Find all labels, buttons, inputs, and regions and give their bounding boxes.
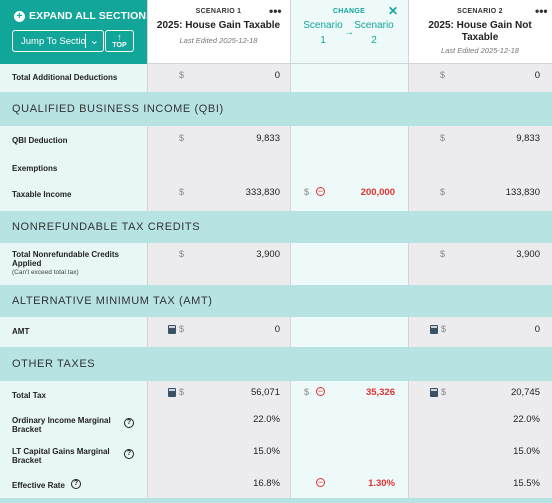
section-amt[interactable]: ALTERNATIVE MINIMUM TAX (AMT) <box>0 285 552 317</box>
change-to: Scenario 2 <box>354 20 394 46</box>
total-additional-deductions-label: Total Additional Deductions <box>12 73 118 82</box>
expand-all-button[interactable]: + EXPAND ALL SECTIONS <box>14 10 153 22</box>
amt-s2: 0 <box>534 324 540 335</box>
currency-symbol: $ <box>179 133 185 143</box>
chevron-down-icon: ⌄ <box>89 35 99 47</box>
currency-symbol: $ <box>179 187 185 197</box>
toolbar-panel <box>0 0 147 64</box>
taxable-income-change: 200,000 <box>360 187 395 198</box>
change-label: CHANGE <box>332 8 366 15</box>
scenario2-name: 2025: House Gain Not <box>428 20 532 31</box>
decrease-icon: − <box>316 386 325 396</box>
bottom-band <box>0 498 552 503</box>
scenario1-more-icon[interactable]: ••• <box>269 4 282 18</box>
qbi-deduction-s2: 9,833 <box>516 133 540 144</box>
taxable-income-s2: 133,830 <box>505 187 540 198</box>
qbi-deduction-label: QBI Deduction <box>12 136 68 145</box>
help-icon[interactable]: ? <box>71 479 81 489</box>
scenario1-header: SCENARIO 1 ••• 2025: House Gain Taxable … <box>147 0 290 64</box>
scenario2-name-line2: Taxable <box>461 32 499 43</box>
divider <box>408 0 409 503</box>
section-other-taxes[interactable]: OTHER TAXES <box>0 347 552 381</box>
scenario2-edited: Last Edited 2025-12-18 <box>441 46 519 55</box>
close-change-icon[interactable]: ✕ <box>388 4 399 18</box>
arrow-right-icon: → <box>344 27 354 38</box>
amt-label: AMT <box>12 327 30 336</box>
effective-rate-change: 1.30% <box>368 478 395 489</box>
currency-symbol: $ <box>179 70 185 80</box>
plus-circle-icon: + <box>14 10 25 22</box>
ltcg-bracket-s2: 15.0% <box>513 446 540 457</box>
scenario2-more-icon[interactable]: ••• <box>535 4 548 18</box>
currency-symbol: $ <box>179 249 185 259</box>
scenario2-header: SCENARIO 2 ••• 2025: House Gain Not Taxa… <box>408 0 552 64</box>
change-header <box>290 0 408 64</box>
taxable-income-label: Taxable Income <box>12 190 72 199</box>
currency-symbol: $ <box>179 387 185 397</box>
calculator-icon[interactable] <box>168 325 176 334</box>
decrease-icon: − <box>316 477 325 487</box>
change-column <box>290 0 408 503</box>
total-nonrefundable-credits-label-line2: Applied <box>12 259 42 268</box>
scenario1-label: SCENARIO 1 <box>195 8 242 15</box>
ltcg-bracket-label: LT Capital Gains Marginal <box>12 447 110 456</box>
change-from: Scenario 1 <box>303 20 343 46</box>
taxable-income-s1: 333,830 <box>245 187 280 198</box>
amt-s1: 0 <box>274 324 280 335</box>
arrow-up-icon: ↑ <box>117 32 122 42</box>
total-additional-deductions-s2: 0 <box>534 70 540 81</box>
scenario1-edited: Last Edited 2025-12-18 <box>179 36 258 45</box>
effective-rate-s2: 15.5% <box>513 478 540 489</box>
section-nonrefundable-credits[interactable]: NONREFUNDABLE TAX CREDITS <box>0 211 552 243</box>
effective-rate-label: Effective Rate <box>12 481 65 490</box>
currency-symbol: $ <box>304 187 310 197</box>
ordinary-bracket-label: Ordinary Income Marginal <box>12 416 111 425</box>
currency-symbol: $ <box>440 187 446 197</box>
scenario1-column <box>147 0 290 503</box>
total-tax-label: Total Tax <box>12 391 46 400</box>
jump-to-section-select[interactable]: Jump To Sectio ⌄ <box>12 30 104 52</box>
scenario1-name: 2025: House Gain Taxable <box>156 20 281 31</box>
calculator-icon[interactable] <box>168 388 176 397</box>
currency-symbol: $ <box>441 324 447 334</box>
ordinary-bracket-s1: 22.0% <box>253 414 280 425</box>
effective-rate-s1: 16.8% <box>253 478 280 489</box>
total-nonrefundable-credits-note: (Can't exceed total tax) <box>12 269 79 276</box>
currency-symbol: $ <box>304 387 310 397</box>
total-nonrefundable-credits-label: Total Nonrefundable Credits <box>12 250 119 259</box>
scroll-top-button[interactable]: ↑ TOP <box>105 30 134 52</box>
currency-symbol: $ <box>441 387 447 397</box>
exemptions-label: Exemptions <box>12 164 58 173</box>
qbi-deduction-s1: 9,833 <box>256 133 280 144</box>
label-column <box>0 0 147 503</box>
ltcg-bracket-s1: 15.0% <box>253 446 280 457</box>
total-nonrefundable-credits-s1: 3,900 <box>256 249 280 260</box>
currency-symbol: $ <box>440 70 446 80</box>
total-tax-s1: 56,071 <box>250 387 280 398</box>
calculator-icon[interactable] <box>430 325 438 334</box>
total-additional-deductions-s1: 0 <box>274 70 280 81</box>
section-qbi[interactable]: QUALIFIED BUSINESS INCOME (QBI) <box>0 92 552 126</box>
help-icon[interactable]: ? <box>124 449 134 459</box>
currency-symbol: $ <box>440 133 446 143</box>
select-divider <box>85 34 86 48</box>
currency-symbol: $ <box>179 324 185 334</box>
help-icon[interactable]: ? <box>124 418 134 428</box>
divider <box>290 0 291 503</box>
scenario2-label: SCENARIO 2 <box>457 8 503 15</box>
decrease-icon: − <box>316 186 325 196</box>
calculator-icon[interactable] <box>430 388 438 397</box>
ordinary-bracket-s2: 22.0% <box>513 414 540 425</box>
scenario2-column <box>408 0 552 503</box>
total-tax-change: 35,326 <box>365 387 395 398</box>
divider <box>147 0 148 503</box>
ltcg-bracket-label-line2: Bracket <box>12 456 42 465</box>
currency-symbol: $ <box>440 249 446 259</box>
total-nonrefundable-credits-s2: 3,900 <box>516 249 540 260</box>
total-tax-s2: 20,745 <box>510 387 540 398</box>
ordinary-bracket-label-line2: Bracket <box>12 425 42 434</box>
